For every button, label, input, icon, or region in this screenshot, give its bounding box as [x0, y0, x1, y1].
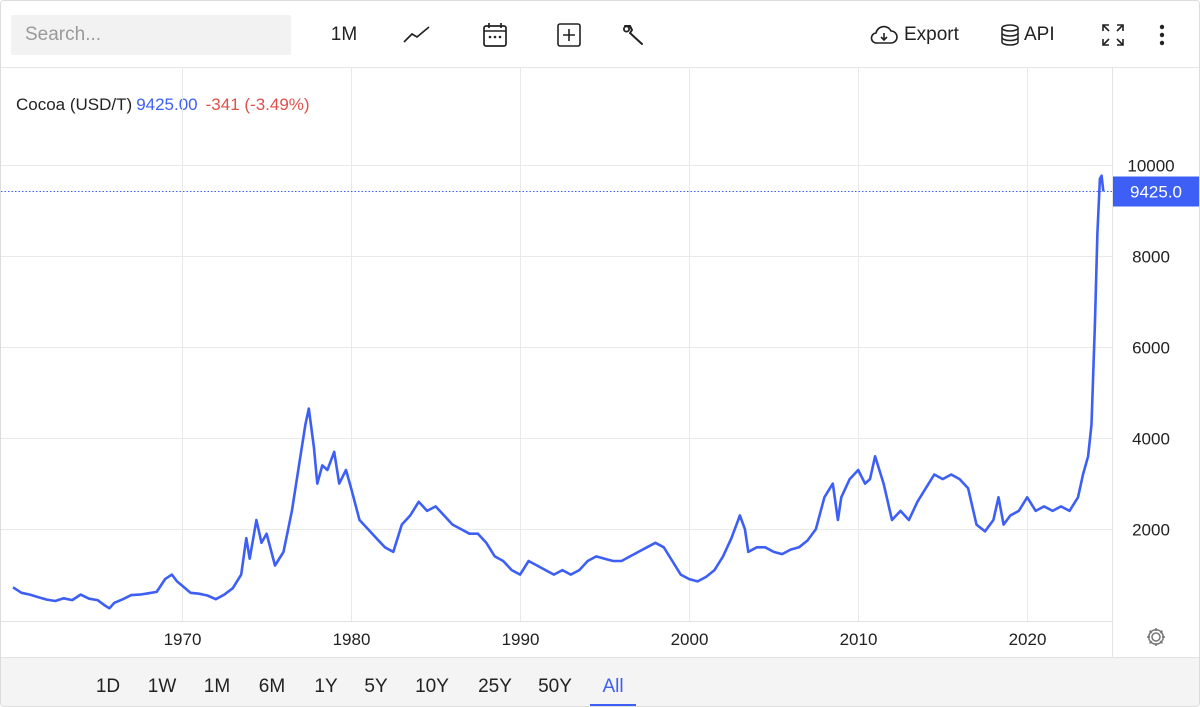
chart-type-button[interactable] — [397, 15, 437, 55]
range-button-all[interactable]: All — [590, 658, 636, 706]
search-input[interactable] — [11, 15, 291, 55]
horizontal-gridlines — [1, 165, 1112, 622]
y-tick-label: 4000 — [1132, 430, 1170, 449]
api-button[interactable]: API — [999, 15, 1065, 55]
y-tick-label: 10000 — [1127, 157, 1174, 176]
range-button-1y[interactable]: 1Y — [314, 676, 338, 697]
series-line — [12, 174, 1105, 610]
calendar-icon — [481, 21, 509, 49]
range-button-1w[interactable]: 1W — [147, 676, 177, 697]
range-button-10y[interactable]: 10Y — [415, 676, 449, 697]
y-tick-label: 6000 — [1132, 339, 1170, 358]
series-name: Cocoa (USD/T) — [16, 95, 133, 114]
interval-selector-button[interactable]: 1M — [330, 24, 358, 45]
database-icon — [999, 23, 1021, 47]
range-button-5y[interactable]: 5Y — [364, 676, 388, 697]
range-selector: 1D 1W 1M 6M 1Y 5Y 10Y 25Y 50Y All — [1, 657, 1199, 706]
y-tick-label: 2000 — [1132, 521, 1170, 540]
vertical-gridlines — [182, 67, 1028, 621]
settings-wrench-icon — [620, 22, 646, 48]
x-tick-label: 2020 — [1009, 630, 1047, 649]
more-vertical-icon — [1158, 23, 1166, 47]
range-button-1d[interactable]: 1D — [95, 676, 121, 697]
last-price-label: 9425.0 — [1130, 183, 1182, 202]
chart-settings-button[interactable] — [613, 15, 653, 55]
fullscreen-icon — [1100, 22, 1126, 48]
api-label: API — [1024, 24, 1055, 45]
cloud-download-icon — [869, 24, 899, 46]
date-range-button[interactable] — [475, 15, 515, 55]
range-button-50y[interactable]: 50Y — [538, 676, 572, 697]
toolbar: 1M Export — [1, 1, 1199, 68]
last-price-badge-bg — [1113, 176, 1199, 207]
more-options-button[interactable] — [1147, 15, 1177, 55]
y-axis-ticks: 2000 4000 6000 8000 10000 — [1127, 157, 1174, 540]
gear-icon — [1147, 628, 1165, 646]
range-button-6m[interactable]: 6M — [258, 676, 286, 697]
axis-settings-button[interactable] — [1147, 628, 1165, 646]
add-indicator-icon — [556, 22, 582, 48]
fullscreen-button[interactable] — [1093, 15, 1133, 55]
y-tick-label: 8000 — [1132, 248, 1170, 267]
x-tick-label: 1980 — [333, 630, 371, 649]
add-indicator-button[interactable] — [549, 15, 589, 55]
export-label: Export — [904, 24, 959, 45]
series-change: -341 (-3.49%) — [205, 95, 310, 114]
x-tick-label: 1970 — [164, 630, 202, 649]
x-tick-label: 2000 — [671, 630, 709, 649]
last-price-badge: 9425.0 — [1113, 176, 1199, 207]
range-button-1m[interactable]: 1M — [203, 676, 231, 697]
price-chart[interactable]: 1970 1980 1990 2000 2010 2020 2000 4000 6000 800… — [1, 67, 1199, 657]
x-tick-label: 2010 — [840, 630, 878, 649]
export-button[interactable]: Export — [869, 15, 973, 55]
x-tick-label: 1990 — [502, 630, 540, 649]
line-chart-icon — [402, 24, 432, 46]
range-button-25y[interactable]: 25Y — [478, 676, 512, 697]
x-axis-ticks: 1970 1980 1990 2000 2010 2020 — [164, 630, 1047, 649]
